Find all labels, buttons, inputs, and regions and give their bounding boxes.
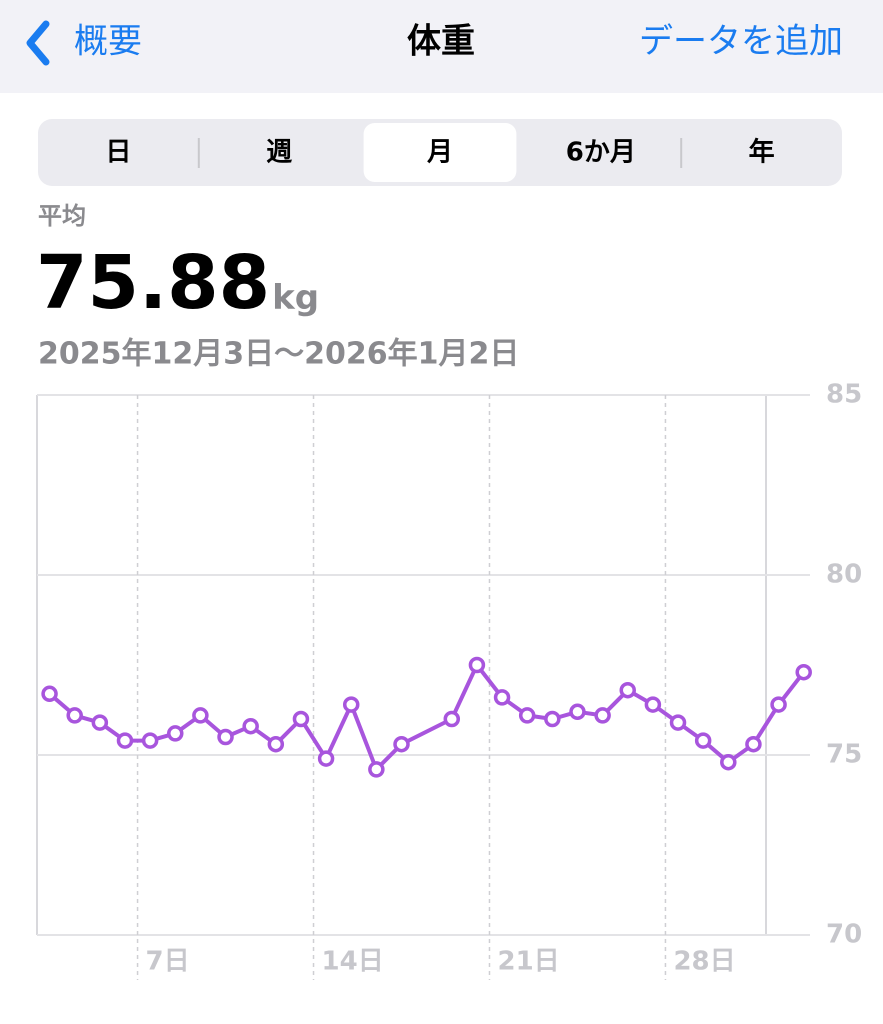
weight-point bbox=[443, 710, 461, 728]
average-value: 75.88kg bbox=[36, 240, 319, 326]
back-button[interactable]: 概要 bbox=[74, 22, 142, 62]
segment-selected bbox=[363, 123, 517, 182]
x-tick-label: 21日 bbox=[497, 947, 559, 977]
segment-tab[interactable]: 日 bbox=[105, 138, 131, 168]
weight-point bbox=[518, 707, 536, 724]
segment-tab[interactable]: 月 bbox=[426, 138, 453, 168]
x-tick-label: 7日 bbox=[146, 947, 190, 977]
weight-point bbox=[795, 663, 812, 681]
weight-point bbox=[141, 732, 159, 749]
back-chevron[interactable] bbox=[26, 20, 50, 66]
weight-point bbox=[594, 707, 611, 724]
weight-point bbox=[317, 750, 335, 767]
weight-point bbox=[267, 735, 285, 753]
weight-point bbox=[393, 735, 410, 753]
y-tick-label: 70 bbox=[826, 920, 862, 950]
weight-point bbox=[292, 710, 310, 728]
weight-point bbox=[770, 696, 787, 713]
weight-point bbox=[669, 714, 687, 731]
weight-point bbox=[66, 707, 83, 724]
weight-point bbox=[217, 728, 234, 746]
nav-title: 体重 bbox=[407, 22, 475, 62]
segment-tab[interactable]: 6か月 bbox=[566, 138, 636, 168]
weight-line bbox=[48, 663, 806, 772]
weight-point bbox=[368, 761, 385, 778]
weight-point bbox=[192, 707, 209, 724]
weight-point bbox=[544, 710, 561, 728]
x-tick-label: 14日 bbox=[322, 947, 384, 977]
average-unit: kg bbox=[272, 278, 319, 318]
y-tick-label: 80 bbox=[826, 560, 862, 590]
segment-tab[interactable]: 年 bbox=[749, 137, 775, 168]
weight-point bbox=[569, 703, 586, 721]
nav-bar bbox=[0, 0, 883, 93]
segments: 日 週 月 6か月 年 bbox=[105, 123, 775, 182]
weight-point bbox=[619, 681, 636, 699]
add-data-button[interactable]: データを追加 bbox=[639, 22, 843, 62]
y-tick-label: 85 bbox=[826, 380, 862, 410]
x-tick-label: 28日 bbox=[673, 947, 735, 977]
weight-point bbox=[745, 735, 762, 753]
weight-point bbox=[342, 696, 360, 713]
weight-point bbox=[167, 725, 184, 742]
weight-point bbox=[493, 689, 511, 706]
chart: 85 80 75 70 7日 14日 21日 28日 bbox=[36, 380, 862, 980]
weight-point bbox=[116, 732, 134, 749]
weight-point bbox=[694, 732, 712, 749]
y-tick-label: 75 bbox=[826, 740, 862, 770]
weight-point bbox=[720, 753, 737, 771]
weight-point bbox=[468, 656, 486, 674]
weight-point bbox=[41, 685, 58, 703]
segment-tab[interactable]: 週 bbox=[266, 138, 292, 168]
weight-point bbox=[242, 717, 259, 735]
weight-point bbox=[91, 714, 109, 731]
average-number: 75.88 bbox=[36, 240, 270, 326]
average-label: 平均 bbox=[38, 202, 86, 230]
date-range: 2025年12月3日〜2026年1月2日 bbox=[38, 337, 519, 372]
weight-point bbox=[644, 696, 662, 713]
